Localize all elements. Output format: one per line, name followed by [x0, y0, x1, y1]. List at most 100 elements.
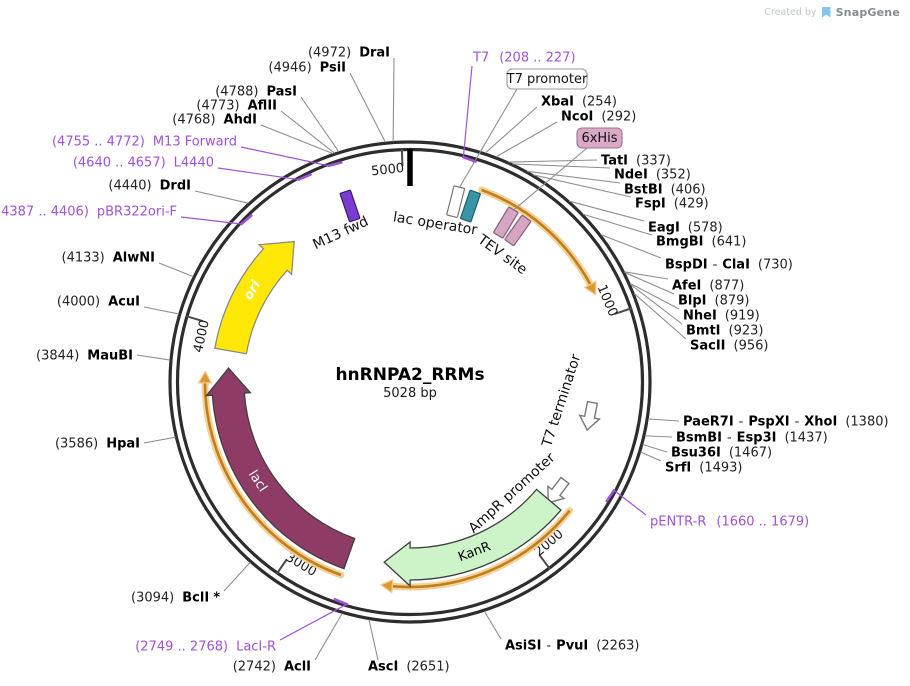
enzyme-label-bsmb1[interactable]: BsmBI - Esp3I (1437) — [676, 431, 828, 446]
enzyme-leader-nco1 — [495, 121, 558, 158]
orf-arc-3 — [203, 382, 342, 577]
primer-label-t7[interactable]: T7 (208 .. 227) — [472, 51, 576, 66]
enzyme-leader-bspd1 — [600, 234, 662, 259]
enzyme-leader-maub1 — [136, 354, 171, 361]
callout-leader-t7-promoter — [458, 88, 518, 189]
enzyme-label-blp1[interactable]: BlpI (879) — [678, 294, 749, 309]
enzyme-label-nde1[interactable]: NdeI (352) — [614, 168, 691, 183]
enzyme-label-bsu36[interactable]: Bsu36I (1467) — [671, 446, 772, 461]
callout-leader-his-tag — [512, 147, 588, 211]
primer-tick-lacir — [333, 598, 349, 606]
enzyme-leader-blp1 — [624, 271, 675, 295]
enzyme-leader-sac2 — [633, 293, 687, 340]
enzyme-label-alwn1[interactable]: (4133) AlwNI — [62, 251, 155, 266]
watermark-created-by: Created by — [764, 7, 817, 18]
orf-arrowhead-1 — [583, 280, 597, 296]
feature-laci[interactable] — [205, 367, 356, 570]
enzyme-leader-nde1 — [512, 163, 611, 169]
enzyme-label-paer[interactable]: PaeR7I - PspXI - XhoI (1380) — [683, 415, 889, 430]
tick-label-1000: 1000 — [594, 283, 620, 319]
feature-m13-fwd[interactable] — [339, 189, 361, 223]
callout-box-his-tag[interactable] — [576, 127, 623, 149]
enzyme-label-acl1[interactable]: (2742) AclI — [233, 660, 311, 675]
enzyme-label-ahd1[interactable]: (4768) AhdI — [172, 113, 257, 128]
enzyme-leader-asc1 — [368, 619, 379, 661]
enzyme-leader-dra1 — [392, 57, 395, 142]
enzyme-label-drd1[interactable]: (4440) DrdI — [108, 179, 191, 194]
enzyme-leader-afl2 — [280, 110, 335, 154]
enzyme-label-tat1[interactable]: TatI (337) — [601, 154, 671, 169]
primer-label-m13f[interactable]: (4755 .. 4772) M13 Forward — [52, 135, 237, 150]
primer-tick-m13f — [327, 161, 343, 168]
feature-tev-site[interactable] — [504, 214, 532, 247]
feature-kanr[interactable] — [383, 488, 562, 588]
orf-arrowhead-2 — [379, 578, 394, 594]
watermark-brand: SnapGene — [835, 6, 900, 19]
enzyme-label-fsp1[interactable]: FspI (429) — [635, 197, 709, 212]
feature-label-m13-fwd: M13 fwd — [310, 214, 371, 254]
enzyme-label-eag1[interactable]: EagI (578) — [648, 221, 723, 236]
enzyme-label-bcl1[interactable]: (3094) BclI * — [131, 591, 220, 606]
enzyme-label-nhe1[interactable]: NheI (919) — [683, 309, 760, 324]
primer-label-l4440[interactable]: (4640 .. 4657) L4440 — [73, 156, 214, 171]
primer-label-lacir[interactable]: (2749 .. 2768) LacI-R — [135, 640, 276, 655]
enzyme-leader-bsmb1 — [644, 435, 673, 438]
enzyme-leader-bsu36 — [642, 443, 668, 453]
tick-1000 — [614, 307, 633, 315]
snapgene-logo-icon — [821, 7, 831, 18]
plasmid-title: hnRNPA2_RRMs — [335, 365, 484, 385]
enzyme-leader-nhe1 — [629, 282, 680, 310]
enzyme-leader-bmgb1 — [582, 213, 653, 236]
enzyme-leader-drd1 — [194, 190, 249, 204]
feature-t7-terminator[interactable] — [577, 400, 602, 432]
primer-label-pbr[interactable]: (4387 .. 4406) pBR322ori-F — [0, 205, 177, 220]
enzyme-leader-bstb1 — [527, 170, 621, 184]
enzyme-leader-psi1 — [349, 72, 386, 143]
enzyme-label-acu1[interactable]: (4000) AcuI — [57, 295, 140, 310]
enzyme-label-xba1[interactable]: XbaI (254) — [541, 95, 617, 110]
enzyme-label-bstb1[interactable]: BstBI (406) — [624, 183, 706, 198]
enzyme-label-afe1[interactable]: AfeI (877) — [672, 279, 744, 294]
feature-label-t7-terminator: T7 terminator — [539, 352, 584, 450]
enzyme-label-pas1[interactable]: (4788) PasI — [215, 85, 297, 100]
enzyme-label-bmgb1[interactable]: BmgBI (641) — [656, 235, 746, 250]
callout-box-t7-promoter[interactable] — [506, 68, 588, 90]
primer-leader-l4440 — [217, 167, 299, 181]
enzyme-leader-afe1 — [624, 271, 669, 280]
enzyme-leader-bcl1 — [223, 562, 251, 592]
enzyme-label-sac2[interactable]: SacII (956) — [690, 339, 768, 354]
enzyme-label-maub1[interactable]: (3844) MauBI — [36, 349, 133, 364]
enzyme-label-afl2[interactable]: (4773) AflII — [196, 99, 277, 114]
enzyme-label-bspd1[interactable]: BspDI - ClaI (730) — [665, 258, 793, 273]
enzyme-leader-srf1 — [640, 451, 662, 462]
enzyme-label-nco1[interactable]: NcoI (292) — [561, 110, 636, 125]
enzyme-label-asc1[interactable]: AscI (2651) — [368, 660, 450, 675]
tick-5000 — [400, 148, 404, 167]
enzyme-label-asis[interactable]: AsiSI - PvuI (2263) — [505, 639, 640, 654]
enzyme-leader-eag1 — [569, 200, 645, 222]
primer-leader-m13f — [240, 146, 329, 167]
enzyme-leader-ahd1 — [260, 124, 334, 155]
callout-box-label-his-tag: 6xHis — [581, 131, 617, 146]
watermark: Created by SnapGene — [764, 6, 900, 19]
enzyme-leader-pas1 — [300, 96, 340, 153]
primer-tick-t7 — [462, 155, 477, 163]
feature-ampr-promoter[interactable] — [540, 474, 573, 508]
enzyme-leader-bmt1 — [629, 283, 683, 325]
enzyme-leader-asis — [483, 610, 502, 640]
tick-2000 — [538, 554, 551, 570]
primer-leader-t7 — [462, 65, 473, 158]
enzyme-leader-alwn1 — [158, 262, 194, 278]
primer-tick-l4440 — [297, 173, 312, 181]
enzyme-label-dra1[interactable]: (4972) DraI — [308, 46, 390, 61]
enzyme-label-bmt1[interactable]: BmtI (923) — [686, 324, 763, 339]
feature-ori[interactable] — [214, 240, 295, 355]
callout-box-label-t7-promoter: T7 promoter — [506, 72, 588, 87]
enzyme-leader-acl1 — [314, 613, 343, 661]
enzyme-label-hpa1[interactable]: (3586) HpaI — [55, 437, 140, 452]
feature-lac-operator[interactable] — [460, 189, 481, 223]
enzyme-leader-tat1 — [508, 159, 598, 163]
primer-label-pentr[interactable]: pENTR-R (1660 .. 1679) — [650, 515, 809, 530]
enzyme-label-psi1[interactable]: (4946) PsiI — [268, 61, 346, 76]
enzyme-label-srf1[interactable]: SrfI (1493) — [665, 461, 743, 476]
